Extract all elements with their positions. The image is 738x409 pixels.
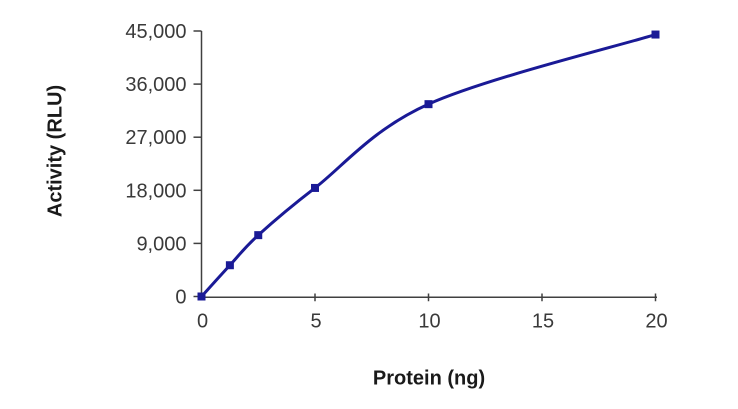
- x-tick-label: 5: [310, 311, 321, 333]
- data-point-marker: [424, 100, 433, 109]
- y-tick-label: 36,000: [125, 74, 186, 96]
- data-point-marker: [254, 231, 263, 240]
- x-tick-label: 20: [645, 311, 667, 333]
- data-point-marker: [225, 261, 234, 270]
- data-point-marker: [651, 30, 660, 39]
- x-tick-label: 10: [418, 311, 440, 333]
- x-tick-label: 15: [532, 311, 554, 333]
- data-point-marker: [311, 183, 319, 192]
- series-line: [200, 33, 657, 298]
- y-tick-label: 18,000: [125, 180, 186, 202]
- x-axis-title: Protein (ng): [372, 367, 486, 390]
- y-tick-label: 9,000: [136, 233, 186, 255]
- data-point-marker: [197, 292, 206, 301]
- y-tick-label: 45,000: [125, 21, 186, 43]
- y-tick-label: 0: [175, 287, 186, 309]
- x-tick-label: 0: [197, 311, 208, 333]
- y-tick-label: 27,000: [125, 127, 186, 149]
